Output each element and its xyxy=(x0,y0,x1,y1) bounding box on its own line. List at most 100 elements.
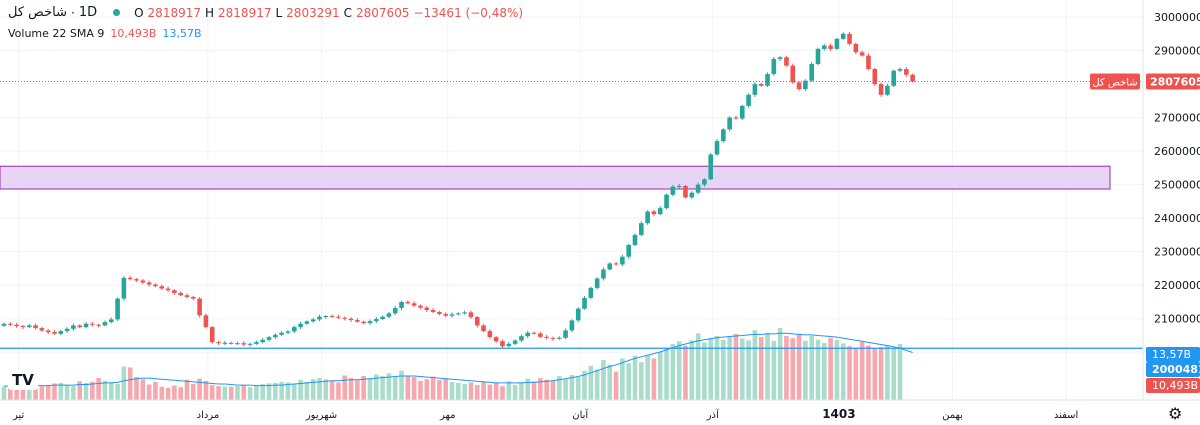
candle-body xyxy=(449,314,455,316)
time-tick-label: بهمن xyxy=(942,410,963,421)
time-tick-label: مهر xyxy=(439,410,455,421)
volume-bar xyxy=(159,386,165,400)
volume-bar xyxy=(279,381,284,400)
time-tick-label: آذر xyxy=(706,408,720,421)
candle-body xyxy=(90,323,95,325)
volume-bar xyxy=(247,387,253,400)
candle-body xyxy=(651,211,657,215)
volume-bar xyxy=(777,328,783,400)
candle-body xyxy=(367,321,373,324)
volume-bar xyxy=(847,346,852,400)
volume-bar xyxy=(456,382,461,400)
volume-bar xyxy=(493,382,499,400)
candle-body xyxy=(525,332,531,337)
time-axis[interactable]: تیر مرداد شهریور مهر آبان آذر 1403 بهمن اسفند xyxy=(12,407,1078,421)
candle-body xyxy=(146,282,152,285)
price-tick-label: 2200000 xyxy=(1154,279,1200,292)
volume-bar xyxy=(273,382,278,400)
volume-bar xyxy=(714,336,720,400)
price-tick-label: 2100000 xyxy=(1154,313,1200,326)
candle-body xyxy=(588,287,594,298)
volume-bar xyxy=(563,379,568,400)
candle-body xyxy=(197,298,202,316)
candle-body xyxy=(279,332,284,335)
volume-bar xyxy=(500,386,505,400)
candle-body xyxy=(487,331,493,338)
volume-bar xyxy=(146,384,152,400)
volume-bar xyxy=(897,344,903,400)
volume-bar xyxy=(165,387,171,400)
volume-bar xyxy=(77,381,83,400)
price-tick-label: 2300000 xyxy=(1154,246,1200,259)
volume-bar xyxy=(342,375,348,400)
volume-bar xyxy=(739,338,745,400)
candle-body xyxy=(373,319,379,322)
volume-bar xyxy=(336,382,341,400)
candle-body xyxy=(500,341,505,347)
zone-rect xyxy=(0,165,1111,190)
volume-bar xyxy=(670,344,676,400)
volume-bar xyxy=(209,385,215,400)
volume-bar xyxy=(367,378,373,400)
candle-body xyxy=(481,325,486,332)
gear-icon[interactable]: ⚙ xyxy=(1168,404,1183,423)
symbol-title[interactable]: شاخص کل xyxy=(8,5,67,20)
candle-body xyxy=(531,332,537,334)
candle-body xyxy=(418,305,423,308)
candle-body xyxy=(695,184,701,193)
candle-body xyxy=(822,45,827,49)
candles xyxy=(1,31,915,349)
interval-label[interactable]: 1D xyxy=(78,5,98,20)
candle-body xyxy=(380,316,385,320)
candle-body xyxy=(342,317,348,319)
volume-bar xyxy=(386,373,392,400)
candle-body xyxy=(329,316,335,318)
candle-body xyxy=(405,301,411,304)
candle-body xyxy=(790,65,796,83)
volume-bars xyxy=(1,328,903,400)
candle-body xyxy=(191,296,196,299)
candle-body xyxy=(462,312,467,314)
legend-volume: Volume 22 SMA 9 10,493B 13,57B xyxy=(8,27,202,40)
candle-body xyxy=(64,328,70,332)
volume-bar xyxy=(840,343,846,400)
volume-bar xyxy=(418,380,423,400)
tradingview-logo[interactable]: TV xyxy=(8,370,38,390)
high-value: 2818917 xyxy=(218,5,272,20)
candle-body xyxy=(273,334,278,338)
price-name-text: شاخص کل xyxy=(1092,78,1137,89)
low-label: L xyxy=(275,5,283,20)
candle-body xyxy=(847,33,852,44)
volume-bar xyxy=(228,386,234,400)
volume-bar xyxy=(594,369,600,400)
volume-bar xyxy=(556,376,562,400)
volume-bar xyxy=(266,383,272,400)
candle-body xyxy=(323,316,329,318)
candle-body xyxy=(140,280,146,283)
volume-bar xyxy=(803,340,808,400)
candle-body xyxy=(727,117,732,130)
volume-bar xyxy=(405,375,411,400)
candle-body xyxy=(247,343,253,345)
volume-bar xyxy=(348,378,354,400)
volume-label[interactable]: Volume 22 SMA 9 xyxy=(8,27,105,40)
candle-body xyxy=(897,69,903,71)
time-tick-label: آبان xyxy=(572,408,589,421)
price-badge xyxy=(1146,73,1200,90)
volume-bar xyxy=(632,355,638,400)
candle-body xyxy=(714,141,720,155)
candle-body xyxy=(222,342,228,344)
candle-body xyxy=(493,337,499,342)
candle-body xyxy=(241,343,247,345)
candle-body xyxy=(361,321,366,324)
change-value: −13461 (−0,48%) xyxy=(413,5,524,20)
candle-body xyxy=(209,327,215,343)
candle-body xyxy=(108,319,114,323)
candle-body xyxy=(336,316,341,318)
candle-body xyxy=(392,307,398,314)
close-value: 2807605 xyxy=(356,5,410,20)
candle-body xyxy=(569,320,575,331)
volume-bar xyxy=(683,345,688,400)
